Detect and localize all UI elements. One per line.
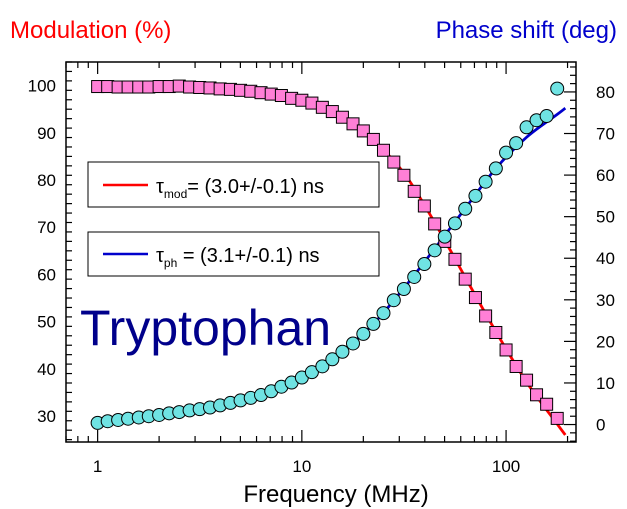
y-left-tick-label: 40 [37,360,56,379]
y-right-tick-label: 80 [596,83,615,102]
modulation-point [387,155,401,169]
y-left-tick-label: 60 [37,265,56,284]
modulation-point [540,397,554,411]
phase-point [345,336,360,351]
phase-point [447,216,462,231]
y-right-tick-label: 70 [596,125,615,144]
legend-value-ph: = (3.1+/-0.1) ns [177,245,319,267]
tick-labels: 1 10 100 30 40 50 60 70 80 90 100 0 10 20 30 40 50 60 70 80 [28,77,615,476]
phase-point [488,161,503,176]
modulation-point [335,110,349,124]
modulation-point [520,373,534,387]
modulation-point [530,388,544,402]
y-right-tick-label: 60 [596,166,615,185]
legend-entry-mod: τmod= (3.0+/-0.1) ns [156,176,324,201]
modulation-point [428,217,442,231]
modulation-axis-title: Modulation (%) [10,17,171,44]
modulation-point [346,117,360,131]
legend-tau-ph: τ [156,245,164,267]
phase-point [478,174,493,189]
phase-point [427,243,442,258]
phase-point [437,229,452,244]
y-left-tick-label: 30 [37,407,56,426]
phase-point [550,81,565,96]
y-left-tick-label: 90 [37,124,56,143]
phase-point [304,365,319,380]
phase-point [519,120,534,135]
phase-point [468,188,483,203]
modulation-point [376,143,390,157]
phase-point [539,109,554,124]
y-right-tick-label: 20 [596,332,615,351]
y-right-tick-label: 40 [596,249,615,268]
y-right-tick-label: 0 [596,416,605,435]
axis-ticks [65,61,576,442]
phase-point [407,269,422,284]
phase-point [325,352,340,367]
x-tick-label: 1 [93,457,102,476]
modulation-point [550,411,564,425]
legend: τmod= (3.0+/-0.1) ns τph = (3.1+/-0.1) n… [87,161,380,277]
y-right-tick-label: 30 [596,291,615,310]
legend-value-mod: = (3.0+/-0.1) ns [187,176,324,198]
phase-point [335,344,350,359]
modulation-point [448,252,462,266]
modulation-point [417,199,431,213]
x-axis-title: Frequency (MHz) [243,481,428,508]
modulation-point [489,325,503,339]
modulation-point [458,272,472,286]
y-right-tick-label: 10 [596,374,615,393]
legend-sub-mod: mod [164,187,187,201]
x-tick-label: 10 [292,457,311,476]
modulation-point [366,132,380,146]
legend-tau-mod: τ [156,176,164,198]
x-tick-label: 100 [492,457,520,476]
y-left-tick-label: 70 [37,218,56,237]
y-left-tick-label: 100 [28,77,56,96]
modulation-point [499,343,513,357]
phase-point [396,282,411,297]
y-left-tick-label: 50 [37,313,56,332]
phase-point [458,201,473,216]
phase-point [417,257,432,272]
phase-point [356,326,371,341]
modulation-point [468,291,482,305]
phase-point [376,306,391,321]
modulation-point [407,184,421,198]
phase-point [366,316,381,331]
y-right-tick-label: 50 [596,208,615,227]
legend-entry-ph: τph = (3.1+/-0.1) ns [156,245,320,270]
legend-sub-ph: ph [164,256,177,270]
phase-point [386,293,401,308]
phase-point [315,359,330,374]
data-markers [90,79,565,430]
modulation-point [479,309,493,323]
phase-point [509,136,524,151]
y-left-tick-label: 80 [37,171,56,190]
modulation-point [397,168,411,182]
phase-point [499,145,514,160]
plot-frame [65,61,577,443]
modulation-point [509,359,523,373]
phase-axis-title: Phase shift (deg) [436,17,617,44]
modulation-point [356,124,370,138]
tryptophan-annotation: Tryptophan [80,300,331,356]
